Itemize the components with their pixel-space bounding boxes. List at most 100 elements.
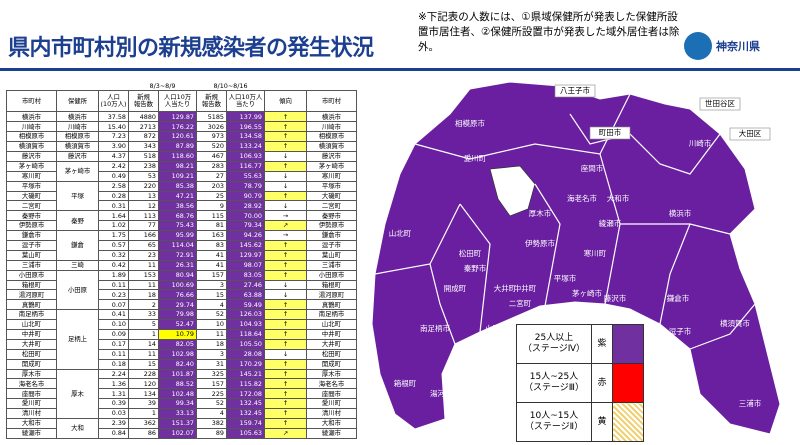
per-100k: 172.08 <box>226 388 265 400</box>
outside-box <box>589 126 631 140</box>
population: 0.49 <box>98 170 129 182</box>
legend-color-name: 赤 <box>591 363 613 403</box>
city: 大井町 <box>6 338 57 350</box>
reports: 31 <box>196 358 227 370</box>
column-header: 市町村 <box>6 90 57 113</box>
city: 真鶴町 <box>6 299 57 311</box>
city: 清川村 <box>6 408 57 420</box>
health-center: 足柄上 <box>56 309 99 370</box>
reports: 11 <box>128 259 159 271</box>
per-100k: 47.21 <box>158 190 197 202</box>
reports: 18 <box>196 338 227 350</box>
health-center: 藤沢市 <box>56 150 99 162</box>
population: 0.28 <box>98 190 129 202</box>
table-row: 開成町 0.18 15 82.40 31 170.29 ↑ 開成町 <box>6 358 357 370</box>
region-label: 横浜市 <box>669 208 692 218</box>
city: 横浜市 <box>306 111 357 123</box>
region-label: 開成町 <box>444 283 467 293</box>
population: 0.84 <box>98 427 129 439</box>
trend: ↓ <box>264 170 307 182</box>
region-label: 二宮町 <box>509 298 532 308</box>
region-label: 中井町 <box>514 283 537 293</box>
region-label: 鎌倉市 <box>667 293 690 303</box>
per-100k: 132.45 <box>226 408 265 420</box>
city: 南足柄市 <box>6 309 57 321</box>
per-100k: 98.21 <box>158 160 197 172</box>
reports: 10 <box>196 319 227 330</box>
trend: ↑ <box>264 358 307 370</box>
city: 秦野市 <box>6 210 57 222</box>
table-row: 相模原市 相模原市 7.23 872 120.61 973 134.58 ↑ 相模原市 <box>6 131 357 143</box>
reports: 52 <box>196 398 227 410</box>
per-100k: 118.64 <box>226 329 265 340</box>
city: 座間市 <box>6 388 57 400</box>
column-header: 市町村 <box>306 90 357 113</box>
reports: 4880 <box>128 111 159 123</box>
region-label: 秦野市 <box>464 263 487 273</box>
city: 箱根町 <box>306 279 357 291</box>
city: 中井町 <box>6 329 57 340</box>
table-row: 松田町 0.11 11 102.98 3 28.08 ↓ 松田町 <box>6 348 357 360</box>
reports: 27 <box>196 170 227 182</box>
city: 海老名市 <box>306 378 357 390</box>
outside-box <box>699 97 741 111</box>
per-100k: 88.52 <box>158 378 197 390</box>
per-100k: 95.99 <box>158 230 197 241</box>
reports: 15 <box>196 289 227 301</box>
per-100k: 78.79 <box>226 180 265 192</box>
reports: 4 <box>196 408 227 420</box>
city: 川崎市 <box>6 121 57 133</box>
table-row: 横須賀市 横須賀市 3.90 343 87.89 520 133.24 ↑ 横須賀市 <box>6 141 357 152</box>
reports: 134 <box>128 388 159 400</box>
reports: 3 <box>196 279 227 291</box>
per-100k: 59.49 <box>226 299 265 311</box>
region-label: 藤沢市 <box>604 293 627 303</box>
city: 大和市 <box>306 418 357 429</box>
header-row: 市町村 保健所 人口 (10万人) 新規 報告数 人口10万 人当たり 新規 報告数 人口1… <box>6 90 357 113</box>
per-100k: 87.89 <box>158 141 197 152</box>
region-label: 湯河原町 <box>430 388 460 398</box>
city: 綾瀬市 <box>6 427 57 439</box>
reports: 9 <box>196 200 227 212</box>
per-100k: 27.46 <box>226 279 265 291</box>
city: 綾瀬市 <box>306 427 357 439</box>
trend: ↑ <box>264 131 307 143</box>
city: 開成町 <box>6 358 57 370</box>
city: 清川村 <box>306 408 357 420</box>
per-100k: 68.76 <box>158 210 197 222</box>
table-row: 三浦市 三崎 0.42 11 26.31 41 98.07 ↑ 三浦市 <box>6 259 357 271</box>
reports: 163 <box>196 230 227 241</box>
region-label: 箱根町 <box>394 378 417 388</box>
reports: 23 <box>128 249 159 261</box>
per-100k: 126.03 <box>226 309 265 321</box>
reports: 872 <box>128 131 159 143</box>
per-100k: 79.34 <box>226 220 265 232</box>
region-label: 座間市 <box>581 163 604 173</box>
trend: ↑ <box>264 378 307 390</box>
population: 0.39 <box>98 398 129 410</box>
reports: 39 <box>128 398 159 410</box>
per-100k: 129.97 <box>226 249 265 261</box>
region-label: 川崎市 <box>689 138 712 148</box>
per-100k: 38.56 <box>158 200 197 212</box>
city: 葉山町 <box>306 249 357 261</box>
per-100k: 145.21 <box>226 368 265 380</box>
population: 1.02 <box>98 220 129 232</box>
column-header: 新規 報告数 <box>196 90 227 113</box>
city: 鎌倉市 <box>6 230 57 241</box>
health-center: 横浜市 <box>56 111 99 123</box>
per-100k: 134.58 <box>226 131 265 143</box>
per-100k: 151.37 <box>158 418 197 429</box>
per-100k: 196.55 <box>226 121 265 133</box>
trend: ↑ <box>264 141 307 152</box>
per-100k: 83.05 <box>226 269 265 281</box>
region-label: 海老名市 <box>567 193 597 203</box>
region-label: 平塚市 <box>554 273 577 283</box>
trend: ↑ <box>264 398 307 410</box>
outside-box <box>729 127 771 141</box>
region-label: 大和市 <box>607 193 630 203</box>
region-label: 厚木市 <box>529 208 552 218</box>
data-table: 8/3~8/9 8/10~8/16 市町村 保健所 人口 (10万人) 新規 報告数 人口1… <box>6 82 357 439</box>
per-100k: 98.07 <box>226 259 265 271</box>
column-header: 人口 (10万人) <box>98 90 129 113</box>
